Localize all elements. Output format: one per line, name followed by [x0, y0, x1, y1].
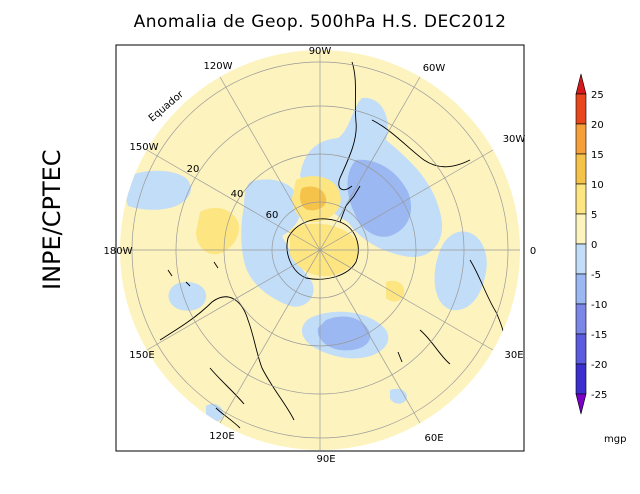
colorbar-segment — [575, 243, 587, 275]
lat-label-20: 20 — [187, 164, 200, 175]
lon-label-60e: 60E — [424, 433, 443, 444]
colorbar-segment — [575, 333, 587, 365]
lon-label-90e: 90E — [316, 454, 335, 465]
lon-label-30w: 30W — [503, 134, 526, 145]
map-title: Anomalia de Geop. 500hPa H.S. DEC2012 — [133, 12, 507, 32]
lon-label-150e: 150E — [129, 350, 154, 361]
coastlines — [159, 61, 505, 429]
colorbar-bottom-arrow — [575, 393, 587, 415]
lat-label-40: 40 — [231, 189, 244, 200]
colorbar-segment — [575, 183, 587, 215]
colorbar-segment — [575, 153, 587, 185]
negative-anomaly-region — [434, 231, 487, 311]
colorbar-level-label: -20 — [591, 360, 607, 371]
colorbar-level-label: 20 — [591, 120, 604, 131]
colorbar-top-arrow — [575, 73, 587, 95]
colorbar-level-label: 5 — [591, 210, 597, 221]
lon-label-30e: 30E — [504, 350, 523, 361]
watermark-text: INPE/CPTEC — [38, 149, 66, 290]
colorbar-segment — [575, 123, 587, 155]
colorbar-level-label: -10 — [591, 300, 607, 311]
positive-anomaly-region — [196, 207, 239, 255]
colorbar-level-label: -15 — [591, 330, 607, 341]
colorbar-segment — [575, 303, 587, 335]
lon-label-180w: 180W — [104, 246, 133, 257]
lon-label-150w: 150W — [130, 142, 159, 153]
colorbar-segment — [575, 273, 587, 305]
negative-anomaly-region — [168, 281, 207, 311]
negative-anomaly-core — [317, 316, 371, 351]
colorbar-level-label: -25 — [591, 390, 607, 401]
colorbar-segment — [575, 213, 587, 245]
longitude-grid — [120, 50, 520, 450]
negative-anomaly-core — [347, 159, 412, 237]
negative-anomaly-region — [120, 170, 191, 210]
lon-label-0: 0 — [530, 246, 536, 257]
lon-label-60w: 60W — [423, 63, 446, 74]
colorbar-unit: mgp — [604, 434, 626, 445]
watermark: INPE/CPTEC — [38, 149, 66, 290]
lon-label-120e: 120E — [209, 431, 234, 442]
colorbar-level-label: 10 — [591, 180, 604, 191]
colorbar-level-label: -5 — [591, 270, 601, 281]
colorbar: 25 20 15 10 5 0 -5 -10 -15 -20 -25 — [575, 73, 607, 415]
colorbar-level-label: 15 — [591, 150, 604, 161]
lat-label-60: 60 — [266, 210, 279, 221]
anomaly-shading — [120, 50, 520, 450]
colorbar-segment — [575, 93, 587, 125]
lon-label-90w: 90W — [309, 46, 332, 57]
colorbar-segment — [575, 363, 587, 395]
colorbar-level-label: 0 — [591, 240, 597, 251]
lon-label-120w: 120W — [204, 61, 233, 72]
colorbar-level-label: 25 — [591, 90, 604, 101]
